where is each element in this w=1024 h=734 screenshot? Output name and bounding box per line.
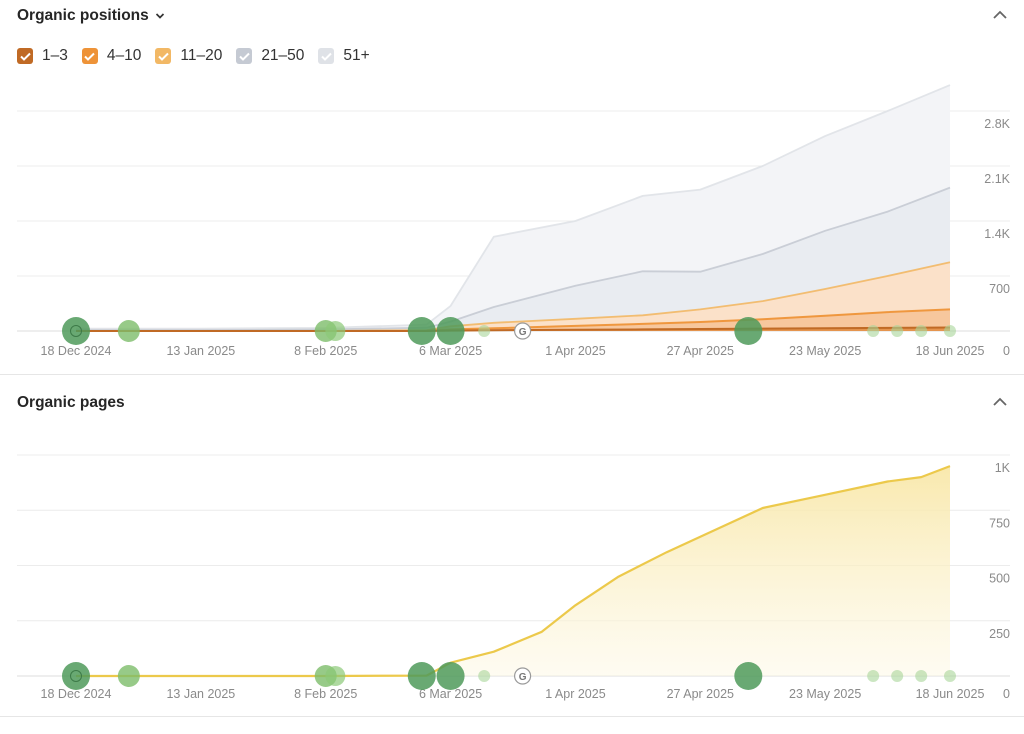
y-tick-label: 1K (995, 461, 1011, 475)
annotation-marker (117, 320, 140, 342)
x-tick-label: 23 May 2025 (789, 344, 861, 358)
x-tick-label: 23 May 2025 (789, 687, 861, 701)
annotation-marker (325, 321, 346, 341)
y-tick-label: 2.8K (984, 117, 1010, 131)
x-tick-label: 1 Apr 2025 (545, 687, 606, 701)
organic-pages-chart[interactable]: 0 250 500 750 1K 18 Dec 2024 13 Jan 2025 8 Feb … (0, 375, 1024, 716)
annotation-marker (915, 670, 928, 682)
annotation-marker (117, 665, 140, 687)
series-area-1–3 (76, 327, 950, 331)
annotation-marker (478, 670, 491, 682)
y-tick-label: 0 (1003, 687, 1010, 701)
annotation-marker (407, 317, 436, 345)
annotation-marker (944, 670, 956, 682)
legend-label: 1–3 (42, 47, 68, 64)
x-tick-label: 27 Apr 2025 (667, 344, 734, 358)
google-update-label: G (519, 672, 527, 683)
x-tick-label: 6 Mar 2025 (419, 687, 482, 701)
organic-positions-title[interactable]: Organic positions (17, 7, 165, 25)
series-area-4–10 (76, 309, 950, 331)
x-tick-label: 8 Feb 2025 (294, 687, 357, 701)
annotation-marker (734, 662, 763, 690)
checkbox-checked-icon[interactable] (236, 48, 253, 64)
legend-item-11-20[interactable]: 11–20 (155, 47, 222, 65)
collapse-chevron-up-icon[interactable] (992, 396, 1008, 408)
legend-label: 21–50 (261, 47, 305, 64)
annotation-marker (944, 325, 956, 337)
legend-label: 11–20 (180, 47, 223, 64)
organic-pages-title: Organic pages (17, 394, 125, 412)
y-tick-label: 1.4K (984, 227, 1010, 241)
checkbox-checked-icon[interactable] (155, 48, 172, 64)
y-tick-label: 500 (989, 572, 1010, 586)
y-tick-label: 0 (1003, 344, 1010, 358)
google-update-label: G (519, 327, 527, 338)
annotation-marker (915, 325, 928, 337)
annotation-marker (436, 662, 465, 690)
google-update-icon (70, 325, 82, 337)
x-tick-label: 13 Jan 2025 (166, 344, 235, 358)
x-tick-label: 6 Mar 2025 (419, 344, 482, 358)
positions-legend: 1–3 4–10 11–20 21–50 51+ (17, 47, 384, 65)
legend-item-4-10[interactable]: 4–10 (81, 47, 142, 65)
google-update-icon (70, 670, 82, 682)
annotation-marker (891, 325, 904, 337)
annotation-marker (867, 670, 880, 682)
series-area-51+ (76, 85, 950, 331)
annotation-marker (325, 666, 346, 686)
legend-label: 51+ (343, 47, 370, 64)
checkbox-checked-icon[interactable] (81, 48, 98, 64)
organic-positions-panel: Organic positions 1–3 4–10 11–20 21–50 5… (0, 0, 1024, 375)
x-tick-label: 18 Jun 2025 (916, 687, 985, 701)
organic-pages-panel: Organic pages 0 250 500 750 1K 18 Dec 2024 13 … (0, 375, 1024, 717)
y-tick-label: 750 (989, 516, 1010, 530)
annotation-marker (62, 317, 90, 345)
checkbox-checked-icon[interactable] (17, 48, 33, 64)
y-tick-label: 250 (989, 627, 1010, 641)
x-tick-label: 18 Jun 2025 (916, 344, 985, 358)
x-tick-label: 18 Dec 2024 (41, 344, 112, 358)
series-line-organic-pages (76, 465, 951, 678)
annotation-marker (407, 662, 436, 690)
x-tick-label: 18 Dec 2024 (41, 687, 112, 701)
annotation-marker (436, 317, 465, 345)
annotation-marker (891, 670, 904, 682)
annotation-marker (478, 325, 491, 337)
x-tick-label: 13 Jan 2025 (166, 687, 235, 701)
y-tick-label: 2.1K (984, 172, 1010, 186)
annotation-marker (867, 325, 880, 337)
x-tick-label: 8 Feb 2025 (294, 344, 357, 358)
series-area-21–50 (76, 187, 950, 331)
organic-positions-chart[interactable]: 0 700 1.4K 2.1K 2.8K 18 Dec 2024 13 Jan 2025 8 … (0, 0, 1024, 374)
x-tick-label: 27 Apr 2025 (667, 687, 734, 701)
collapse-chevron-up-icon[interactable] (992, 9, 1008, 21)
x-tick-label: 1 Apr 2025 (545, 344, 606, 358)
legend-item-1-3[interactable]: 1–3 (17, 47, 68, 65)
chevron-down-icon[interactable] (155, 12, 165, 20)
organic-pages-title-text: Organic pages (17, 394, 125, 411)
y-tick-label: 700 (989, 282, 1010, 296)
organic-positions-title-text: Organic positions (17, 7, 149, 24)
checkbox-checked-icon[interactable] (318, 48, 335, 64)
series-area-organic-pages (76, 466, 950, 676)
legend-item-21-50[interactable]: 21–50 (236, 47, 304, 65)
google-update-icon (514, 322, 532, 340)
annotation-marker (734, 317, 763, 345)
google-update-icon (514, 667, 532, 685)
legend-item-51-plus[interactable]: 51+ (318, 47, 370, 65)
annotation-marker (62, 662, 90, 690)
legend-label: 4–10 (106, 47, 142, 64)
series-area-11–20 (76, 262, 950, 331)
